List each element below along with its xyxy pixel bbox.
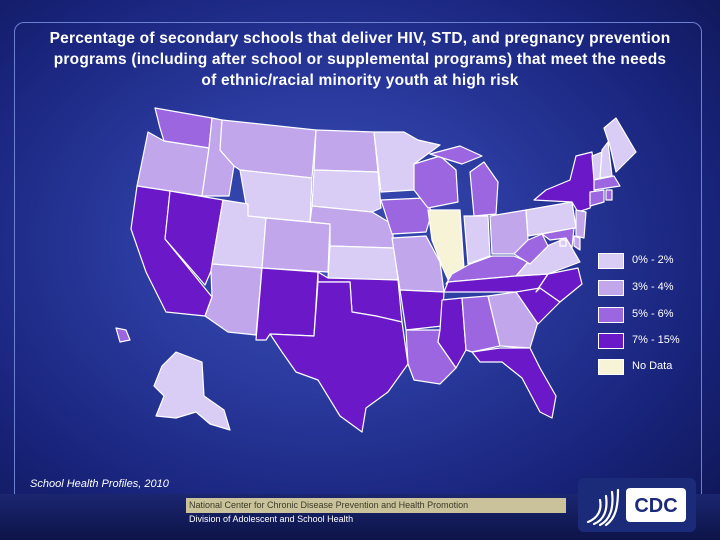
state-SD [311,169,382,213]
state-NJ [575,209,587,239]
state-WV [513,233,549,265]
state-CT [589,189,605,207]
state-ND [313,129,379,173]
legend-label: No Data [632,360,673,372]
state-MO [391,235,445,293]
cdc-logo: CDC [578,478,696,532]
legend-item-5: No Data [598,359,708,377]
state-IN [463,215,491,265]
legend-swatch [598,333,624,349]
legend-swatch [598,359,624,375]
state-AK [153,351,231,431]
state-AL [461,295,501,353]
legend-swatch [598,307,624,323]
legend-item-1: 0% - 2% [598,253,708,271]
hhs-eagle-icon [586,488,620,527]
cdc-logo-box [626,488,686,522]
state-FL [471,347,557,419]
legend-item-2: 3% - 4% [598,280,708,298]
state-MA [593,175,621,191]
legend-label: 0% - 2% [632,254,674,266]
state-AZ [204,263,263,336]
state-DE [573,235,581,251]
legend-item-4: 7% - 15% [598,333,708,351]
state-MI [429,145,499,217]
legend-label: 7% - 15% [632,334,680,346]
footer-division-name: Division of Adolescent and School Health [189,514,354,524]
state-AR [399,289,445,331]
title-line-1: Percentage of secondary schools that del… [49,30,671,47]
state-ME [603,117,637,173]
legend-item-3: 5% - 6% [598,307,708,325]
state-HI [115,327,131,343]
state-MD [541,227,575,249]
state-CO [261,217,331,273]
state-KS [327,245,399,281]
state-TX [269,281,409,433]
state-WY [239,169,313,223]
state-RI [605,189,613,201]
state-DC [559,239,567,247]
source-citation: School Health Profiles, 2010 [30,478,169,490]
state-MT [219,119,317,179]
legend-swatch [598,280,624,296]
state-NV [164,190,224,286]
legend-label: 5% - 6% [632,308,674,320]
map-title: Percentage of secondary schools that del… [20,28,700,91]
title-line-2: programs (including after school or supp… [53,51,667,68]
state-MN [373,131,441,193]
footer-center-name: National Center for Chronic Disease Prev… [186,498,566,513]
title-line-3: of ethnic/racial minority youth at high … [201,72,519,89]
cdc-logo-text: CDC [634,495,677,517]
legend-label: 3% - 4% [632,281,674,293]
state-NM [255,267,319,341]
legend-swatch [598,253,624,269]
